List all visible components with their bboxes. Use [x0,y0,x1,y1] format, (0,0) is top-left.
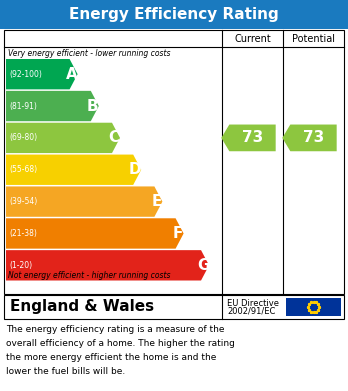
Text: (92-100): (92-100) [9,70,42,79]
Polygon shape [6,218,184,249]
Bar [0,0,348,29]
Text: Current: Current [234,34,271,43]
Polygon shape [6,154,141,185]
Text: (21-38): (21-38) [9,229,37,238]
Text: England & Wales: England & Wales [10,300,154,314]
Text: C: C [109,130,120,145]
Polygon shape [6,250,209,280]
Text: Very energy efficient - lower running costs: Very energy efficient - lower running co… [8,49,171,58]
Polygon shape [6,123,120,153]
Bar [4,295,344,319]
Bar [286,298,341,316]
Text: The energy efficiency rating is a measure of the: The energy efficiency rating is a measur… [6,325,224,334]
Polygon shape [6,59,78,90]
Text: 73: 73 [303,130,324,145]
Text: D: D [129,162,142,177]
Text: the more energy efficient the home is and the: the more energy efficient the home is an… [6,353,216,362]
Text: G: G [197,258,209,273]
Text: F: F [172,226,183,241]
Text: E: E [151,194,161,209]
Text: lower the fuel bills will be.: lower the fuel bills will be. [6,367,125,376]
Text: Energy Efficiency Rating: Energy Efficiency Rating [69,7,279,22]
Text: 2002/91/EC: 2002/91/EC [227,307,275,316]
Text: Potential: Potential [292,34,335,43]
Text: Not energy efficient - higher running costs: Not energy efficient - higher running co… [8,271,171,280]
Text: (1-20): (1-20) [9,261,32,270]
Text: (55-68): (55-68) [9,165,37,174]
Bar [4,30,344,294]
Polygon shape [6,187,163,217]
Polygon shape [6,91,99,121]
Text: 73: 73 [242,130,263,145]
Text: overall efficiency of a home. The higher the rating: overall efficiency of a home. The higher… [6,339,235,348]
Text: (39-54): (39-54) [9,197,37,206]
Text: B: B [87,99,98,113]
Text: (81-91): (81-91) [9,102,37,111]
Polygon shape [282,125,337,151]
Text: (69-80): (69-80) [9,133,37,142]
Text: A: A [66,67,78,82]
Text: EU Directive: EU Directive [227,298,279,307]
Polygon shape [221,125,276,151]
